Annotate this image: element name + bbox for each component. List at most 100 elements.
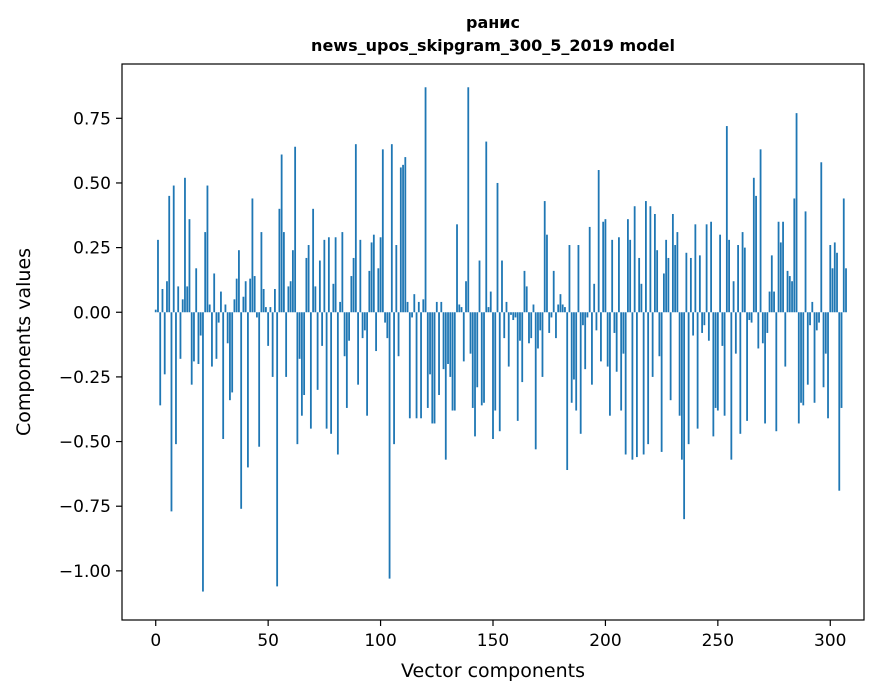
bar-228 <box>667 257 670 313</box>
bar-216 <box>640 283 643 313</box>
bar-280 <box>784 312 787 367</box>
bar-283 <box>791 281 793 313</box>
bar-111 <box>404 157 407 313</box>
bar-300 <box>829 245 832 313</box>
bar-302 <box>833 242 836 313</box>
bar-119 <box>422 299 425 313</box>
bar-50 <box>267 312 270 346</box>
bar-204 <box>613 312 616 333</box>
bar-197 <box>597 170 600 313</box>
bar-99 <box>377 268 380 313</box>
bar-281 <box>786 270 789 313</box>
bar-147 <box>485 141 488 313</box>
bar-195 <box>593 283 596 313</box>
bar-264 <box>748 312 751 321</box>
bar-48 <box>262 288 265 313</box>
bar-278 <box>779 242 782 313</box>
bar-41 <box>247 312 249 468</box>
bar-210 <box>627 219 629 313</box>
x-tick-label: 0 <box>150 631 161 651</box>
bar-245 <box>705 224 708 313</box>
bar-100 <box>379 237 382 313</box>
bar-257 <box>732 281 735 313</box>
x-axis-label: Vector components <box>401 660 585 682</box>
bar-16 <box>190 312 193 385</box>
bar-275 <box>773 291 775 313</box>
bar-301 <box>831 268 834 313</box>
bar-164 <box>523 270 526 313</box>
bar-188 <box>577 245 580 313</box>
bar-187 <box>575 312 578 411</box>
bar-80 <box>334 237 337 313</box>
bar-18 <box>195 268 198 313</box>
bar-3 <box>161 288 164 313</box>
bar-88 <box>352 257 355 313</box>
bar-172 <box>541 312 544 377</box>
bar-8 <box>172 185 175 313</box>
bar-64 <box>298 312 301 359</box>
bar-289 <box>804 211 807 313</box>
bar-31 <box>224 304 227 313</box>
bar-262 <box>743 247 746 313</box>
chart-subtitle: news_upos_skipgram_300_5_2019 model <box>311 36 675 55</box>
bar-250 <box>716 312 719 411</box>
bar-154 <box>501 260 503 313</box>
bar-52 <box>271 312 274 377</box>
bar-110 <box>402 164 404 313</box>
bar-243 <box>701 312 704 333</box>
bar-285 <box>795 113 798 313</box>
bar-240 <box>694 224 697 313</box>
bar-287 <box>800 312 802 403</box>
bar-201 <box>606 312 609 367</box>
bar-249 <box>714 312 717 408</box>
bar-149 <box>489 291 492 313</box>
bar-217 <box>642 312 645 455</box>
bar-140 <box>469 312 472 354</box>
bar-4 <box>163 312 166 375</box>
bar-179 <box>557 304 560 313</box>
bar-297 <box>822 312 825 388</box>
bar-131 <box>449 312 452 377</box>
bar-94 <box>366 312 368 416</box>
bar-152 <box>496 182 499 313</box>
bar-143 <box>476 312 479 388</box>
bar-37 <box>238 250 240 313</box>
y-tick-label: −1.00 <box>59 562 111 582</box>
bar-306 <box>842 198 845 313</box>
bar-150 <box>492 312 494 439</box>
bar-242 <box>698 255 701 313</box>
bar-117 <box>417 301 420 313</box>
bar-23 <box>206 185 209 313</box>
bar-244 <box>703 312 706 326</box>
x-tick-label: 100 <box>364 631 396 651</box>
bar-260 <box>739 312 742 434</box>
bar-199 <box>602 221 605 313</box>
bar-92 <box>361 312 364 339</box>
bar-101 <box>381 149 384 313</box>
bar-171 <box>539 312 542 331</box>
bar-79 <box>332 283 335 313</box>
bar-246 <box>707 312 710 341</box>
bar-236 <box>685 252 688 313</box>
bar-55 <box>278 208 281 313</box>
bar-44 <box>253 276 256 313</box>
bar-15 <box>188 219 191 313</box>
bar-277 <box>777 221 780 313</box>
x-tick-label: 150 <box>477 631 509 651</box>
bar-181 <box>561 304 564 313</box>
bar-43 <box>251 198 254 313</box>
bar-173 <box>543 201 546 313</box>
y-tick-label: −0.50 <box>59 433 111 453</box>
bar-109 <box>399 167 402 313</box>
bar-159 <box>512 312 515 321</box>
bar-225 <box>660 312 663 452</box>
bar-73 <box>318 260 321 313</box>
y-tick-label: 0.00 <box>73 303 111 323</box>
bar-60 <box>289 281 292 313</box>
bar-142 <box>474 312 476 437</box>
bar-123 <box>431 312 434 424</box>
bar-95 <box>368 270 371 313</box>
y-tick-label: 0.50 <box>73 174 111 194</box>
